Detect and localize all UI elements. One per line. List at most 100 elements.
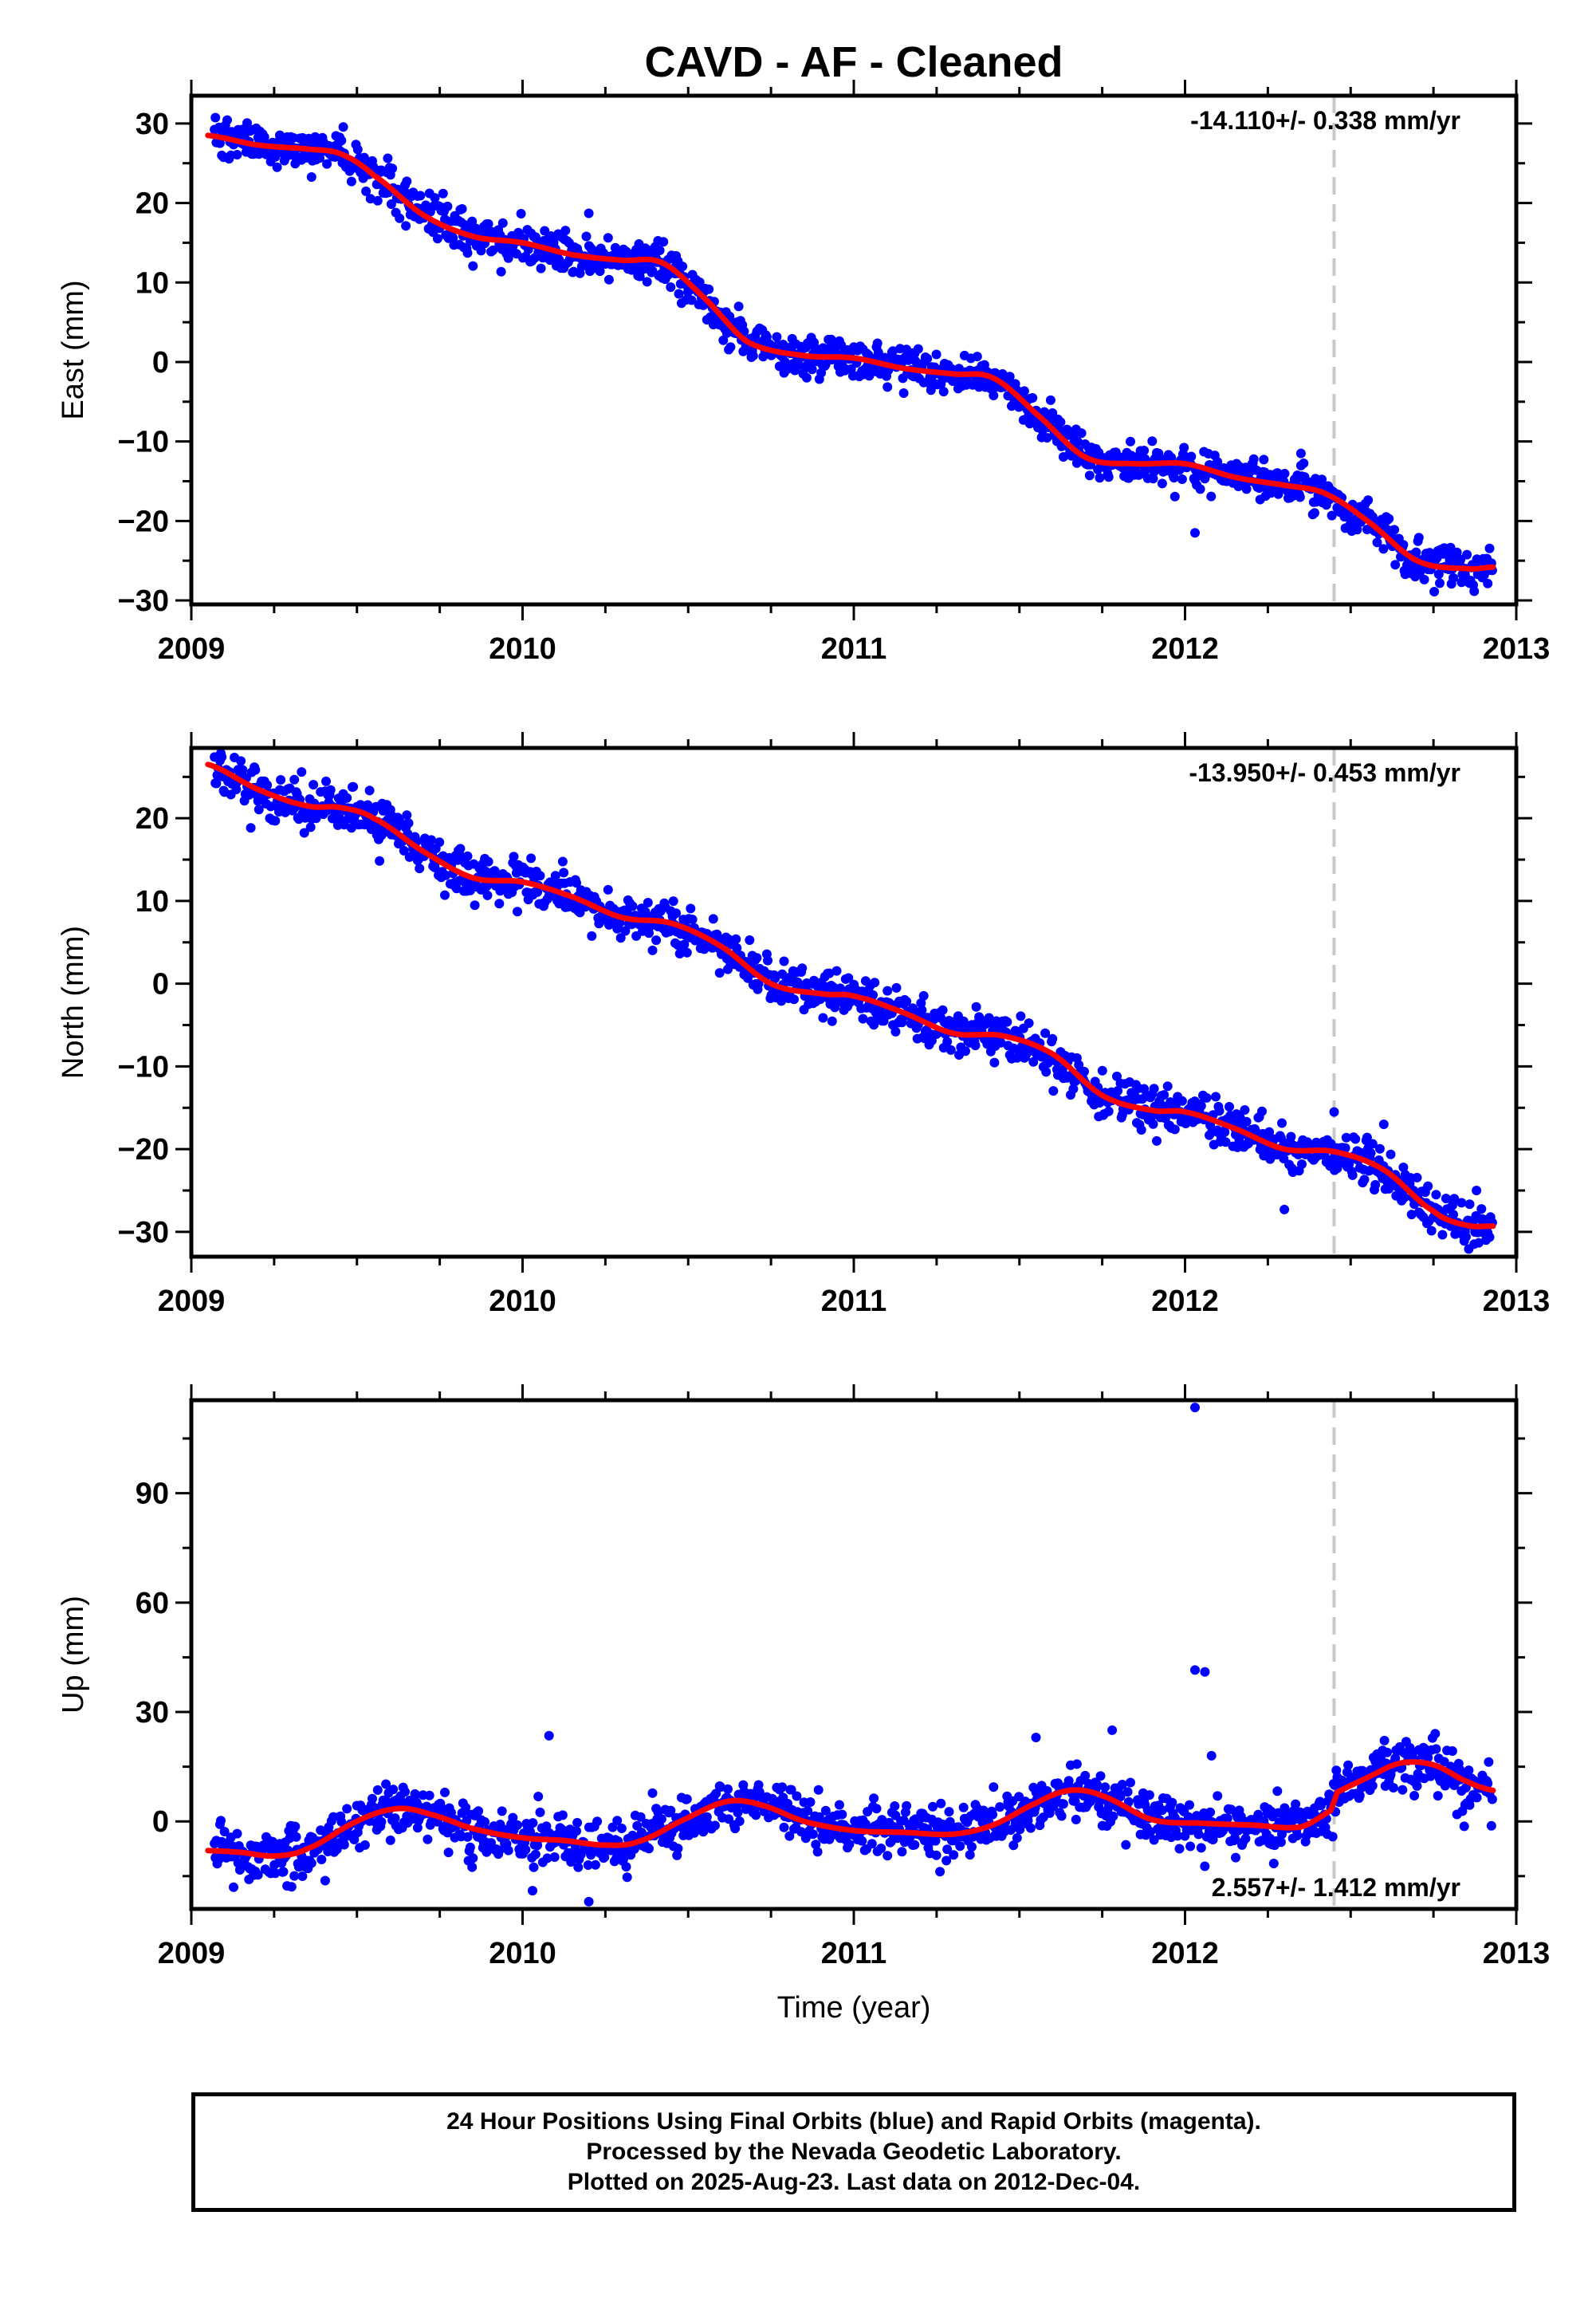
daily-position-point (1327, 510, 1337, 521)
daily-position-point (254, 805, 264, 815)
daily-position-point (732, 943, 742, 953)
daily-position-point (1423, 1181, 1433, 1191)
outlier-point (1378, 1120, 1389, 1129)
up-plot-area (205, 1400, 1497, 1909)
daily-position-point (415, 191, 426, 201)
daily-position-point (387, 163, 398, 174)
daily-position-point (857, 1836, 867, 1846)
x-tick-label: 2009 (158, 1937, 226, 1970)
daily-position-point (399, 845, 409, 856)
daily-position-point (306, 1858, 316, 1868)
daily-position-point (1084, 470, 1095, 481)
daily-position-point (599, 1852, 610, 1863)
daily-position-point (342, 793, 352, 803)
daily-position-point (1317, 474, 1327, 485)
daily-position-point (784, 1831, 795, 1841)
daily-position-point (497, 218, 508, 228)
daily-position-point (587, 931, 597, 941)
daily-position-point (364, 785, 375, 796)
daily-position-point (289, 774, 300, 785)
daily-position-point (1409, 1791, 1420, 1800)
daily-position-point (627, 901, 638, 911)
panel-up: 2009 2010 2011 2012 2013 0 30 60 90 Up (mm) Time (… (57, 1384, 1550, 2025)
daily-position-point (1384, 514, 1394, 524)
daily-position-point (679, 939, 690, 950)
daily-position-point (1067, 451, 1077, 461)
daily-position-point (381, 1779, 391, 1789)
daily-position-point (297, 1871, 308, 1881)
daily-position-point (315, 153, 324, 163)
daily-position-point (1179, 443, 1189, 453)
y-tick-label: 60 (136, 1587, 169, 1620)
daily-position-point (424, 1790, 434, 1800)
daily-position-point (674, 949, 685, 958)
daily-position-point (222, 115, 232, 125)
north-daily-positions (210, 748, 1497, 1254)
daily-position-point (883, 382, 893, 392)
daily-position-point (891, 982, 902, 993)
daily-position-point (1149, 1835, 1159, 1845)
daily-position-point (1126, 436, 1135, 447)
outlier-point (1329, 1107, 1339, 1117)
daily-position-point (1431, 1190, 1441, 1200)
daily-position-point (827, 1016, 837, 1026)
daily-position-point (718, 335, 729, 345)
y-tick-label: −30 (118, 584, 169, 618)
daily-position-point (1157, 478, 1167, 489)
daily-position-point (572, 1826, 581, 1836)
daily-position-point (1100, 1782, 1111, 1793)
panel-east: 2009 2010 2011 2012 2013 −30 −20 −10 0 10 20 30 East… (57, 80, 1550, 666)
daily-position-point (1379, 1735, 1390, 1745)
daily-position-point (944, 1807, 954, 1817)
daily-position-point (216, 1816, 226, 1826)
daily-position-point (1136, 1125, 1146, 1135)
y-tick-label: −30 (118, 1216, 169, 1249)
daily-position-point (1201, 1092, 1212, 1103)
daily-position-point (813, 1785, 824, 1795)
daily-position-point (494, 899, 505, 909)
daily-position-point (748, 351, 758, 361)
daily-position-point (1214, 1106, 1225, 1116)
daily-position-point (1152, 1135, 1162, 1146)
daily-position-point (965, 1850, 975, 1860)
daily-position-point (1286, 1131, 1296, 1142)
daily-position-point (451, 883, 462, 894)
daily-position-point (253, 1870, 263, 1880)
y-tick-label: −10 (118, 1050, 169, 1084)
panel-north: 2009 2010 2011 2012 2013 −30 −20 −10 0 10 20 North … (57, 732, 1550, 1318)
daily-position-point (1264, 1127, 1275, 1137)
daily-position-point (1426, 1226, 1437, 1236)
daily-position-point (1292, 1831, 1303, 1840)
daily-position-point (656, 1814, 666, 1824)
daily-position-point (708, 914, 718, 924)
daily-position-point (883, 986, 893, 996)
daily-position-point (913, 344, 923, 354)
daily-position-point (1486, 1820, 1496, 1831)
y-tick-label: −20 (118, 505, 169, 538)
daily-position-point (211, 778, 222, 789)
daily-position-point (890, 1026, 901, 1037)
daily-position-point (1079, 1066, 1089, 1076)
daily-position-point (612, 1816, 623, 1826)
y-tick-label: 30 (136, 1696, 169, 1730)
daily-position-point (922, 353, 933, 364)
daily-position-point (1095, 473, 1105, 483)
daily-position-point (772, 332, 782, 342)
daily-position-point (689, 1828, 699, 1838)
daily-position-point (250, 765, 261, 775)
daily-position-point (1366, 1148, 1376, 1159)
daily-position-point (902, 1800, 912, 1811)
x-tick-label: 2013 (1483, 1285, 1551, 1318)
daily-position-point (603, 884, 613, 895)
daily-position-point (949, 1850, 959, 1860)
daily-position-point (360, 1840, 370, 1850)
daily-position-point (482, 890, 493, 900)
daily-position-point (583, 1860, 593, 1870)
daily-position-point (1205, 1807, 1216, 1817)
y-tick-label: 0 (152, 968, 169, 1002)
daily-position-point (834, 1800, 844, 1810)
daily-position-point (1056, 1811, 1067, 1821)
daily-position-point (734, 1816, 745, 1826)
daily-position-point (446, 1808, 456, 1818)
daily-position-point (818, 1013, 828, 1023)
